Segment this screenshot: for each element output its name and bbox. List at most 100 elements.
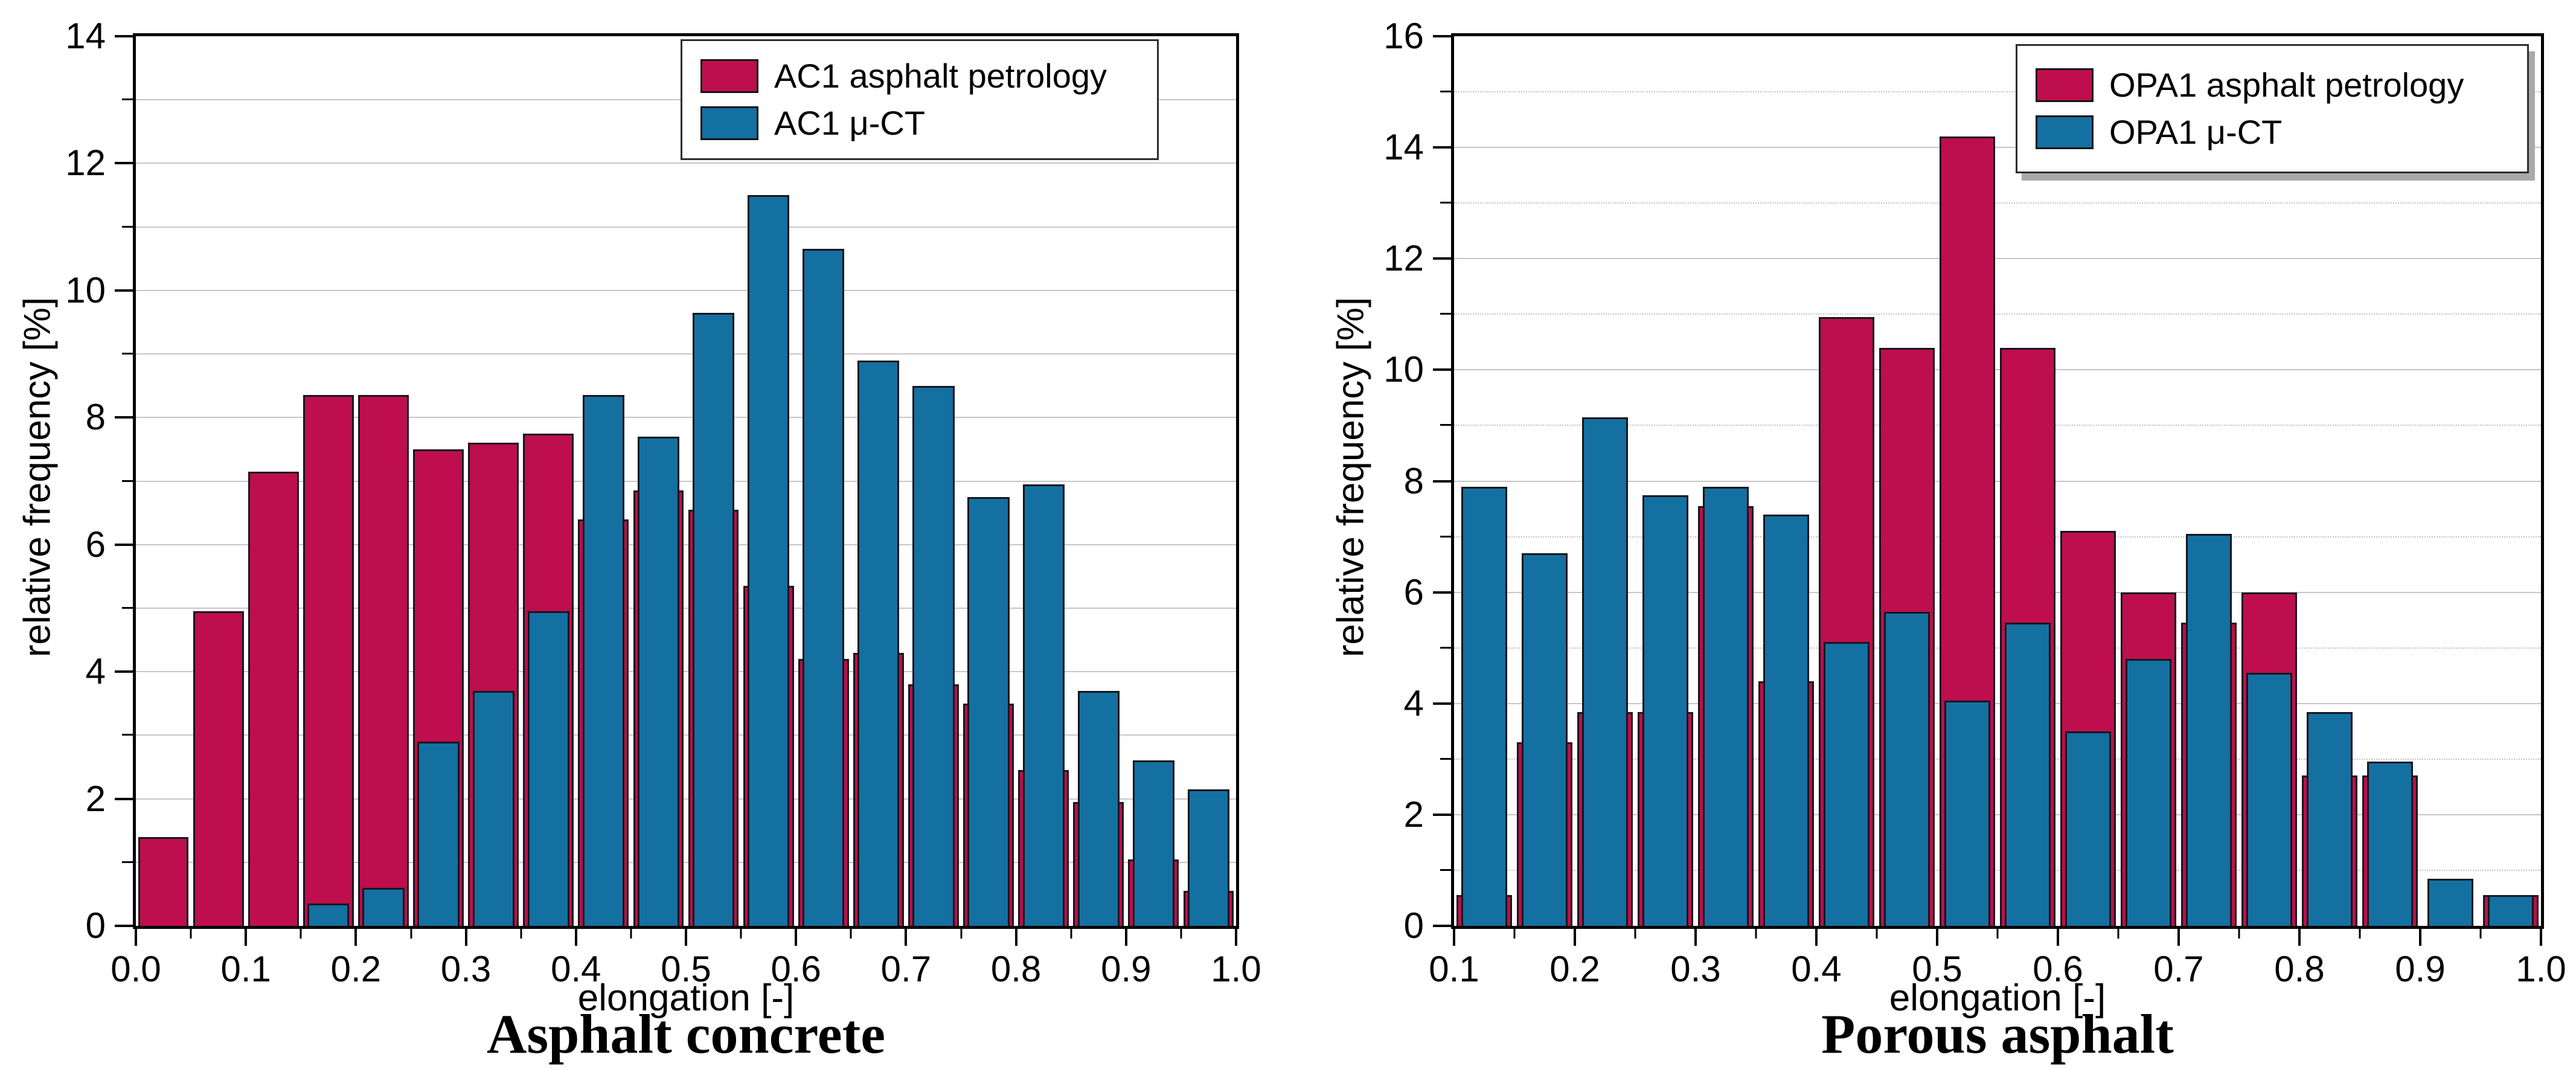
y-tick-label: 10 bbox=[1383, 349, 1424, 390]
y-minor-tick bbox=[122, 480, 133, 482]
bar-uct bbox=[912, 385, 955, 926]
x-tick-label: 0.9 bbox=[2395, 949, 2446, 989]
legend-label: AC1 asphalt petrology bbox=[774, 57, 1107, 95]
bar-uct bbox=[2246, 673, 2292, 926]
bar-uct bbox=[2065, 731, 2111, 926]
y-minor-tick bbox=[1440, 646, 1451, 649]
legend-swatch-uct bbox=[2036, 115, 2094, 149]
minor-gridline bbox=[1454, 202, 2541, 204]
x-tick-label: 0.4 bbox=[1791, 949, 1842, 989]
y-major-tick bbox=[115, 35, 133, 37]
major-gridline bbox=[1454, 147, 2541, 149]
x-major-tick bbox=[1574, 929, 1576, 946]
y-minor-tick bbox=[122, 606, 133, 609]
y-minor-tick bbox=[1440, 424, 1451, 426]
x-tick-label: 0.3 bbox=[440, 949, 492, 989]
x-minor-tick bbox=[2117, 929, 2119, 939]
y-tick-label: 12 bbox=[65, 143, 106, 184]
chart-caption: Asphalt concrete bbox=[486, 1003, 886, 1065]
bar-uct bbox=[1077, 690, 1120, 926]
y-major-tick bbox=[1433, 257, 1451, 260]
bar-petrology bbox=[193, 611, 244, 926]
y-major-tick bbox=[115, 543, 133, 546]
minor-gridline bbox=[1454, 758, 2541, 760]
legend-label: OPA1 μ-CT bbox=[2109, 113, 2283, 151]
bar-petrology bbox=[138, 836, 189, 926]
y-tick-label: 2 bbox=[1403, 794, 1424, 835]
bar-uct bbox=[803, 249, 845, 926]
x-tick-label: 0.4 bbox=[551, 949, 601, 989]
x-major-tick bbox=[1936, 929, 1938, 946]
bar-uct bbox=[1703, 486, 1749, 926]
minor-gridline bbox=[1454, 313, 2541, 315]
bar-uct bbox=[2126, 659, 2171, 926]
y-major-tick bbox=[115, 289, 133, 292]
x-tick-label: 1.0 bbox=[1211, 949, 1261, 989]
x-major-tick bbox=[2298, 929, 2301, 946]
bar-uct bbox=[2186, 533, 2232, 926]
y-minor-tick bbox=[1440, 91, 1451, 93]
minor-gridline bbox=[1454, 425, 2541, 426]
x-minor-tick bbox=[190, 929, 192, 939]
x-major-tick bbox=[245, 929, 248, 946]
major-gridline bbox=[1454, 702, 2541, 704]
bar-uct bbox=[1522, 553, 1568, 926]
y-tick-label: 8 bbox=[1403, 460, 1424, 501]
y-minor-tick bbox=[122, 353, 133, 355]
x-minor-tick bbox=[1755, 929, 1757, 939]
x-major-tick bbox=[685, 929, 687, 946]
legend: AC1 asphalt petrology AC1 μ-CT bbox=[681, 39, 1159, 160]
y-minor-tick bbox=[1440, 868, 1451, 871]
minor-gridline bbox=[1454, 91, 2541, 93]
bar-uct bbox=[1461, 486, 1507, 926]
y-major-tick bbox=[1433, 480, 1451, 483]
x-minor-tick bbox=[630, 929, 632, 939]
x-tick-label: 0.9 bbox=[1101, 949, 1152, 989]
chart-caption: Porous asphalt bbox=[1821, 1003, 2174, 1065]
x-major-tick bbox=[2177, 929, 2180, 946]
x-tick-label: 0.2 bbox=[330, 949, 382, 989]
minor-gridline bbox=[136, 734, 1236, 736]
minor-gridline bbox=[1454, 869, 2541, 871]
y-minor-tick bbox=[1440, 202, 1451, 204]
major-gridline bbox=[136, 162, 1236, 164]
x-major-tick bbox=[1124, 929, 1127, 946]
y-major-tick bbox=[115, 925, 133, 927]
y-tick-label: 4 bbox=[1403, 682, 1424, 724]
legend-swatch-petrology bbox=[700, 59, 758, 93]
x-tick-label: 1.0 bbox=[2516, 949, 2566, 989]
legend-swatch-petrology bbox=[2036, 68, 2094, 102]
major-gridline bbox=[136, 417, 1236, 419]
bar-uct bbox=[2367, 762, 2413, 926]
major-gridline bbox=[1454, 258, 2541, 260]
legend-item: AC1 asphalt petrology bbox=[700, 59, 1157, 94]
bar-petrology bbox=[248, 471, 299, 926]
x-major-tick bbox=[2057, 929, 2059, 946]
x-minor-tick bbox=[1996, 929, 1999, 939]
minor-gridline bbox=[136, 226, 1236, 228]
y-minor-tick bbox=[1440, 313, 1451, 315]
bar-uct bbox=[472, 690, 514, 926]
x-minor-tick bbox=[850, 929, 852, 939]
major-gridline bbox=[1454, 369, 2541, 371]
y-major-tick bbox=[1433, 702, 1451, 705]
bar-uct bbox=[417, 741, 460, 926]
x-tick-label: 0.6 bbox=[771, 949, 821, 989]
x-tick-label: 0.1 bbox=[1429, 949, 1479, 989]
x-tick-label: 0.7 bbox=[2153, 949, 2204, 989]
y-minor-tick bbox=[1440, 535, 1451, 538]
x-minor-tick bbox=[1513, 929, 1516, 939]
bar-uct bbox=[748, 195, 790, 926]
y-tick-label: 12 bbox=[1383, 238, 1424, 279]
y-major-tick bbox=[115, 162, 133, 165]
major-gridline bbox=[1454, 480, 2541, 482]
y-tick-label: 4 bbox=[85, 651, 106, 692]
plot-area-porous-asphalt: 0 2 4 6 8 10 12 14 16 0.1 0.2 0.3 0.4 0.5 0.6 0.7 0.8 0.9… bbox=[1383, 18, 2566, 987]
y-tick-label: 8 bbox=[85, 397, 106, 438]
bar-uct bbox=[1642, 495, 1688, 926]
bar-uct bbox=[527, 611, 569, 926]
y-major-tick bbox=[1433, 368, 1451, 371]
x-minor-tick bbox=[2359, 929, 2361, 939]
x-tick-label: 0.6 bbox=[2033, 949, 2083, 989]
